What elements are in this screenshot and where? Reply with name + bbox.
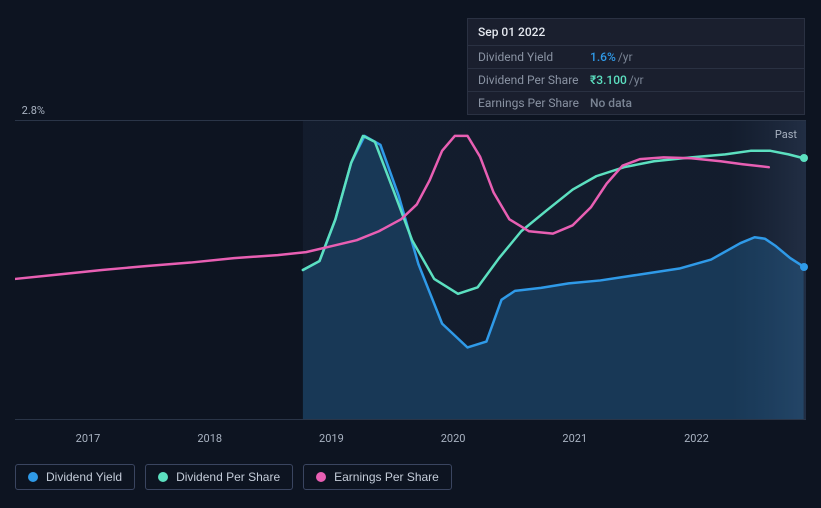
tooltip-row-label: Dividend Per Share <box>478 73 590 87</box>
tooltip-row: Dividend Per Share₹3.100/yr <box>468 69 804 92</box>
legend-label: Dividend Per Share <box>176 470 280 484</box>
tooltip-row-value: 1.6%/yr <box>590 50 633 64</box>
x-tick-label: 2021 <box>562 432 587 445</box>
legend-item-earnings-per-share[interactable]: Earnings Per Share <box>303 464 452 490</box>
tooltip-row: Dividend Yield1.6%/yr <box>468 46 804 69</box>
x-tick-label: 2020 <box>441 432 466 445</box>
legend-label: Earnings Per Share <box>334 470 439 484</box>
legend-dot <box>158 472 168 482</box>
tooltip-row-label: Dividend Yield <box>478 50 590 64</box>
legend-item-dividend-yield[interactable]: Dividend Yield <box>15 464 135 490</box>
tooltip-row: Earnings Per ShareNo data <box>468 92 804 114</box>
past-label: Past <box>775 128 797 141</box>
tooltip-row-value: ₹3.100/yr <box>590 73 644 87</box>
tooltip-row-label: Earnings Per Share <box>478 96 590 110</box>
chart-plot-area <box>15 120 806 420</box>
x-tick-label: 2018 <box>197 432 222 445</box>
x-tick-label: 2017 <box>76 432 101 445</box>
legend-label: Dividend Yield <box>46 470 122 484</box>
tooltip-row-value: No data <box>590 96 632 110</box>
x-axis-ticks: 2017 2018 2019 2020 2021 2022 <box>15 432 806 448</box>
dividend_per_share-end-dot <box>800 154 808 162</box>
legend-dot <box>316 472 326 482</box>
x-tick-label: 2022 <box>684 432 709 445</box>
legend-item-dividend-per-share[interactable]: Dividend Per Share <box>145 464 293 490</box>
x-tick-label: 2019 <box>319 432 344 445</box>
tooltip-date: Sep 01 2022 <box>468 19 804 46</box>
chart-legend: Dividend Yield Dividend Per Share Earnings… <box>15 464 452 490</box>
y-axis-max-label: 2.8% <box>22 104 45 117</box>
chart-tooltip: Sep 01 2022 Dividend Yield1.6%/yrDividen… <box>467 18 805 115</box>
dividend_yield-end-dot <box>800 263 808 271</box>
legend-dot <box>28 472 38 482</box>
